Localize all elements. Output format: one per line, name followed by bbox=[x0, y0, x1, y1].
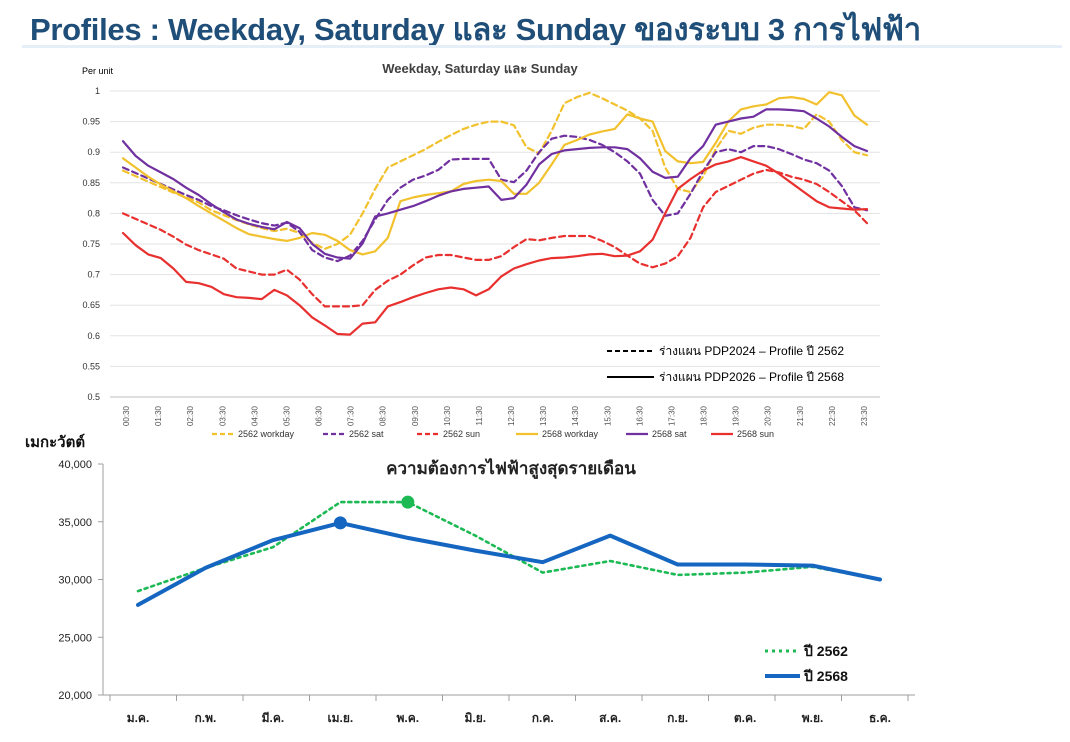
series-line-2568 bbox=[136, 520, 882, 607]
y-tick-label: 30,000 bbox=[58, 575, 92, 587]
y-tick-label: 1 bbox=[95, 86, 100, 96]
x-tick-label: ต.ค. bbox=[734, 711, 757, 725]
y-tick-label: 25,000 bbox=[58, 632, 92, 644]
x-tick-label: 10:30 bbox=[443, 405, 452, 426]
x-tick-label: 12:30 bbox=[507, 405, 516, 426]
x-tick-label: 11:30 bbox=[475, 405, 484, 425]
title-underline bbox=[22, 45, 1062, 48]
x-tick-label: 20:30 bbox=[764, 405, 773, 426]
x-tick-label: ม.ค. bbox=[127, 711, 150, 725]
x-tick-label: 05:30 bbox=[282, 405, 291, 426]
y-tick-label: 0.55 bbox=[82, 361, 100, 371]
x-tick-label: 16:30 bbox=[635, 405, 644, 426]
x-tick-label: เม.ย. bbox=[328, 711, 354, 725]
page-title: Profiles : Weekday, Saturday และ Sunday … bbox=[30, 12, 921, 47]
style-key-dashed-label: ร่างแผน PDP2024 – Profile ปี 2562 bbox=[659, 344, 844, 358]
y-axis-label: Per unit bbox=[82, 66, 114, 76]
y-tick-label: 0.5 bbox=[87, 392, 100, 402]
x-tick-label: มิ.ย. bbox=[464, 711, 486, 725]
hourly-profile-chart: Weekday, Saturday และ Sunday Per unit 0.5 0… bbox=[82, 61, 880, 439]
x-tick-label: 01:30 bbox=[154, 405, 163, 426]
x-tick-label: 07:30 bbox=[347, 405, 356, 426]
legend-label-2568-sat: 2568 sat bbox=[652, 429, 687, 439]
legend-label-2568-workday: 2568 workday bbox=[542, 429, 599, 439]
y-tick-label: 20,000 bbox=[58, 690, 92, 702]
x-tick-label: 18:30 bbox=[700, 405, 709, 426]
x-tick-label: 22:30 bbox=[828, 405, 837, 426]
chart-title: ความต้องการไฟฟ้าสูงสุดรายเดือน bbox=[386, 458, 636, 480]
legend-label-2562: ปี 2562 bbox=[803, 643, 849, 659]
y-tick-label: 35,000 bbox=[58, 517, 92, 529]
legend-label-2562-sat: 2562 sat bbox=[349, 429, 384, 439]
peak-marker-2562 bbox=[401, 495, 415, 509]
x-tick-label: 13:30 bbox=[539, 405, 548, 426]
y-axis-label: เมกะวัตต์ bbox=[25, 433, 85, 451]
x-tick-label: 21:30 bbox=[796, 405, 805, 426]
y-tick-label: 0.7 bbox=[87, 270, 100, 280]
legend-label-2562-workday: 2562 workday bbox=[238, 429, 295, 439]
x-tick-label: ส.ค. bbox=[599, 711, 621, 725]
series-line-2562-sat bbox=[121, 134, 869, 263]
style-key-solid-label: ร่างแผน PDP2026 – Profile ปี 2568 bbox=[659, 370, 844, 384]
series-line-2562 bbox=[136, 500, 882, 593]
x-tick-label: 04:30 bbox=[250, 405, 259, 426]
legend-label-2562-sun: 2562 sun bbox=[443, 429, 480, 439]
x-tick-label: 06:30 bbox=[315, 405, 324, 426]
series-line-2568-sat bbox=[121, 108, 869, 260]
legend-label-2568-sun: 2568 sun bbox=[737, 429, 774, 439]
series-line-2568-workday bbox=[121, 91, 869, 256]
legend-label-2568: ปี 2568 bbox=[803, 668, 849, 684]
x-tick-label: ก.ย. bbox=[667, 711, 688, 725]
x-tick-label: 08:30 bbox=[379, 405, 388, 426]
y-tick-label: 0.75 bbox=[82, 239, 100, 249]
x-tick-label: ธ.ค. bbox=[869, 711, 891, 725]
x-tick-label: 00:30 bbox=[122, 405, 131, 426]
y-tick-label: 40,000 bbox=[58, 459, 92, 471]
y-tick-label: 0.65 bbox=[82, 300, 100, 310]
x-tick-label: 15:30 bbox=[603, 405, 612, 426]
y-tick-label: 0.9 bbox=[87, 147, 100, 157]
x-tick-label: ก.ค. bbox=[532, 711, 554, 725]
x-tick-label: 14:30 bbox=[571, 405, 580, 426]
x-tick-label: 03:30 bbox=[218, 405, 227, 426]
y-tick-label: 0.95 bbox=[82, 117, 100, 127]
y-tick-label: 0.6 bbox=[87, 331, 100, 341]
x-tick-label: พ.ค. bbox=[397, 711, 420, 725]
chart-title: Weekday, Saturday และ Sunday bbox=[382, 61, 578, 76]
y-tick-label: 0.85 bbox=[82, 178, 100, 188]
peak-marker-2568 bbox=[333, 516, 347, 530]
x-tick-label: 02:30 bbox=[186, 405, 195, 426]
x-tick-label: ก.พ. bbox=[195, 711, 217, 725]
series-line-2562-sun bbox=[121, 168, 869, 308]
x-tick-label: 23:30 bbox=[860, 405, 869, 426]
monthly-peak-demand-chart: เมกะวัตต์ความต้องการไฟฟ้าสูงสุดรายเดือน 2… bbox=[25, 433, 915, 725]
x-tick-label: 19:30 bbox=[732, 405, 741, 426]
y-tick-label: 0.8 bbox=[87, 208, 100, 218]
x-tick-label: 09:30 bbox=[411, 405, 420, 426]
x-tick-label: 17:30 bbox=[667, 405, 676, 426]
x-tick-label: พ.ย. bbox=[802, 711, 824, 725]
x-tick-label: มี.ค. bbox=[262, 711, 285, 725]
series-line-2568-sun bbox=[121, 155, 869, 336]
